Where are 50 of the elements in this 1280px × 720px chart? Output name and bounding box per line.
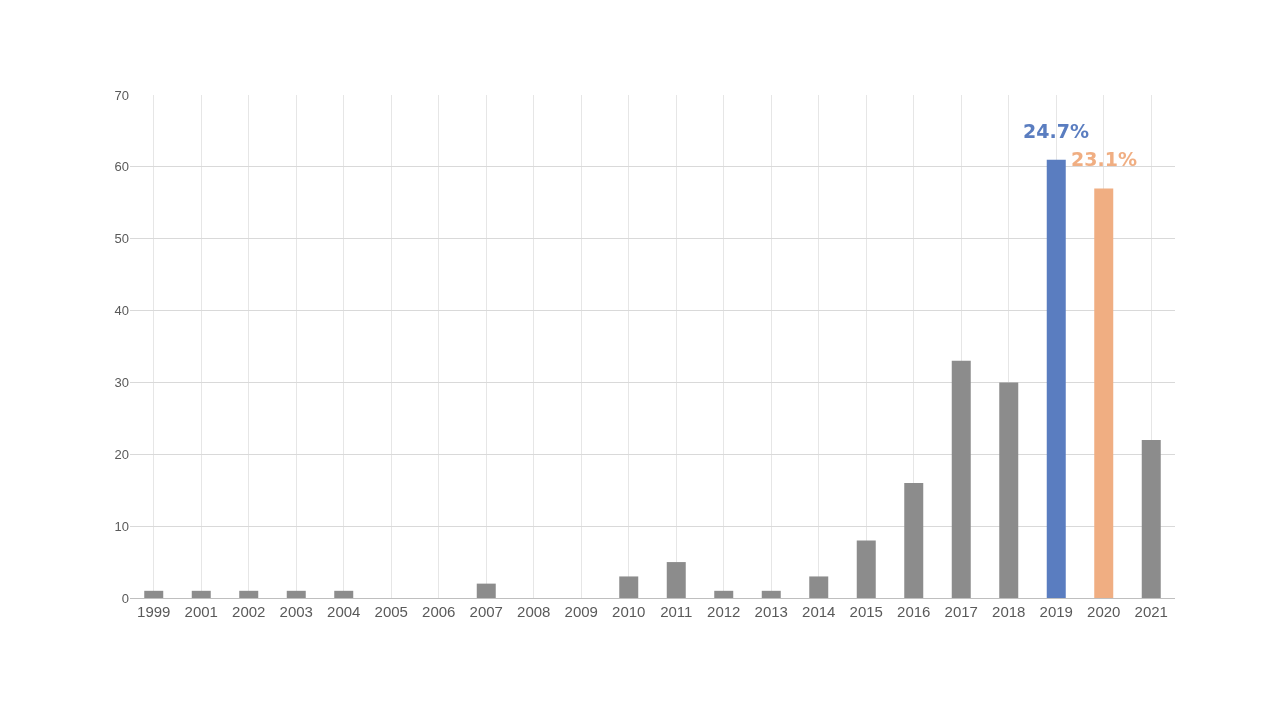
bar <box>1046 159 1066 598</box>
annotation: 24.7% <box>1023 120 1089 142</box>
bar <box>619 576 639 598</box>
x-tick-label: 2012 <box>707 603 741 620</box>
bar <box>904 483 924 598</box>
x-tick-label: 2011 <box>660 603 693 620</box>
bar <box>286 590 306 598</box>
x-tick-label: 2015 <box>849 603 883 620</box>
y-tick-label: 0 <box>121 590 129 606</box>
x-tick-label: 2008 <box>517 603 551 620</box>
x-tick-label: 2001 <box>184 603 218 620</box>
bar <box>761 590 781 598</box>
x-tick-label: 2002 <box>232 603 266 620</box>
bar <box>1141 439 1161 598</box>
x-tick-label: 2016 <box>897 603 931 620</box>
bar <box>714 590 734 598</box>
y-tick-label: 10 <box>114 518 129 534</box>
bar <box>239 590 259 598</box>
bar <box>951 360 971 598</box>
bar <box>666 562 686 598</box>
x-tick-label: 2014 <box>802 603 836 620</box>
x-tick-label: 2009 <box>564 603 598 620</box>
x-tick-label: 1999 <box>137 603 171 620</box>
x-tick-label: 2021 <box>1134 603 1168 620</box>
y-tick-label: 40 <box>114 303 129 319</box>
x-tick-label: 2007 <box>469 603 503 620</box>
y-tick-label: 60 <box>114 159 129 175</box>
bar <box>856 540 876 598</box>
x-tick-label: 2018 <box>992 603 1026 620</box>
bar <box>809 576 829 598</box>
y-tick-label: 30 <box>114 374 129 390</box>
x-tick-label: 2004 <box>327 603 361 620</box>
bar <box>191 590 211 598</box>
y-tick-label: 20 <box>114 446 129 462</box>
y-tick-label: 50 <box>114 231 129 247</box>
bar <box>1094 188 1114 598</box>
x-tick-label: 2019 <box>1039 603 1073 620</box>
x-tick-label: 2003 <box>279 603 313 620</box>
x-tick-label: 2013 <box>754 603 788 620</box>
annotation: 23.1% <box>1071 148 1137 170</box>
x-tick-label: 2006 <box>422 603 456 620</box>
x-tick-label: 2020 <box>1087 603 1121 620</box>
y-tick-label: 70 <box>114 87 129 103</box>
x-tick-label: 2017 <box>944 603 978 620</box>
bar <box>334 590 354 598</box>
bar <box>999 382 1019 598</box>
x-tick-label: 2005 <box>374 603 408 620</box>
bar <box>144 590 164 598</box>
bar <box>476 583 496 598</box>
x-tick-label: 2010 <box>612 603 646 620</box>
